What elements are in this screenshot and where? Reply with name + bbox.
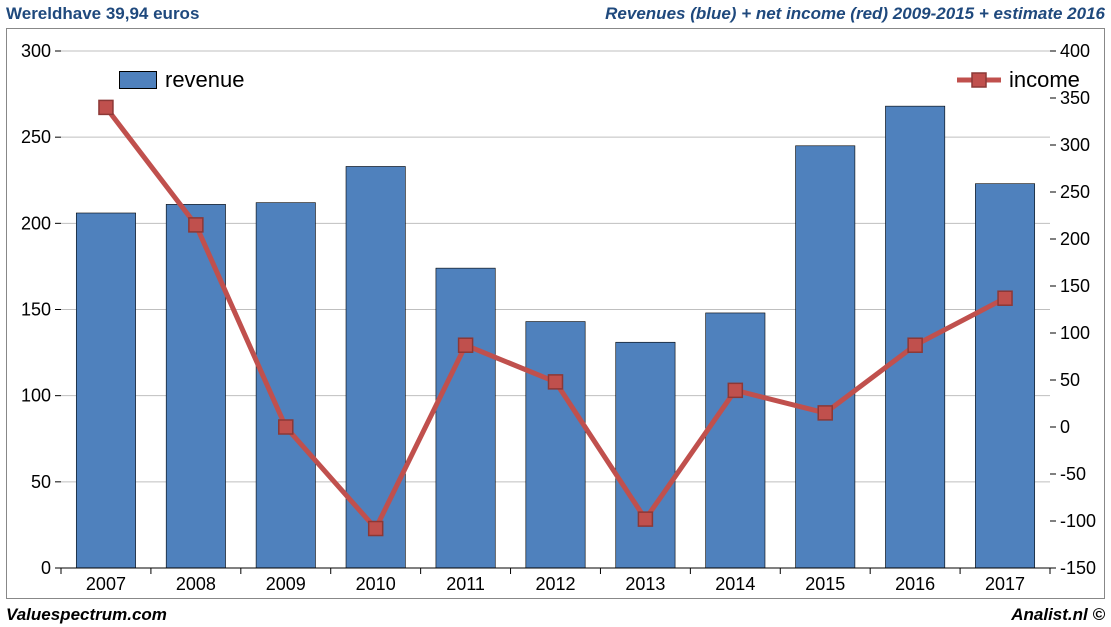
svg-text:2009: 2009 (266, 574, 306, 594)
svg-text:50: 50 (31, 472, 51, 492)
svg-text:200: 200 (21, 213, 51, 233)
income-marker (279, 420, 293, 434)
title-bar: Wereldhave 39,94 euros Revenues (blue) +… (0, 0, 1111, 28)
chart-svg: 0 50 100 150 200 250 300 -150 -100 -50 0 50 100 150 20… (7, 29, 1104, 598)
bar (436, 268, 495, 568)
legend-income: income (957, 67, 1080, 93)
legend-income-label: income (1009, 67, 1080, 93)
svg-text:150: 150 (21, 300, 51, 320)
income-marker (998, 291, 1012, 305)
svg-text:2014: 2014 (715, 574, 755, 594)
footer-right: Analist.nl © (1011, 605, 1105, 625)
income-marker (459, 338, 473, 352)
svg-text:2010: 2010 (356, 574, 396, 594)
svg-text:2016: 2016 (895, 574, 935, 594)
svg-text:100: 100 (1060, 323, 1090, 343)
legend-revenue: revenue (119, 67, 245, 93)
svg-text:100: 100 (21, 386, 51, 406)
bar (526, 322, 585, 568)
title-right: Revenues (blue) + net income (red) 2009-… (605, 4, 1105, 24)
bar (975, 184, 1034, 568)
bar (616, 342, 675, 568)
income-marker (818, 406, 832, 420)
svg-text:2008: 2008 (176, 574, 216, 594)
bar (706, 313, 765, 568)
income-marker (189, 218, 203, 232)
chart-container: Wereldhave 39,94 euros Revenues (blue) +… (0, 0, 1111, 627)
income-marker (369, 522, 383, 536)
svg-text:-150: -150 (1060, 558, 1096, 578)
svg-text:2013: 2013 (625, 574, 665, 594)
svg-text:2007: 2007 (86, 574, 126, 594)
svg-text:300: 300 (21, 41, 51, 61)
footer: Valuespectrum.com Analist.nl © (6, 603, 1105, 627)
svg-text:250: 250 (1060, 182, 1090, 202)
chart-frame: 0 50 100 150 200 250 300 -150 -100 -50 0 50 100 150 20… (6, 28, 1105, 599)
svg-text:2015: 2015 (805, 574, 845, 594)
income-marker (908, 338, 922, 352)
svg-text:150: 150 (1060, 276, 1090, 296)
legend-income-swatch (957, 69, 1001, 91)
svg-text:0: 0 (1060, 417, 1070, 437)
svg-text:2012: 2012 (535, 574, 575, 594)
svg-text:50: 50 (1060, 370, 1080, 390)
income-marker (549, 375, 563, 389)
bar (796, 146, 855, 568)
svg-text:200: 200 (1060, 229, 1090, 249)
footer-left: Valuespectrum.com (6, 605, 167, 625)
income-marker (728, 383, 742, 397)
legend-revenue-label: revenue (165, 67, 245, 93)
svg-text:2011: 2011 (446, 574, 485, 594)
svg-text:0: 0 (41, 558, 51, 578)
bar (76, 213, 135, 568)
title-left: Wereldhave 39,94 euros (6, 4, 199, 24)
svg-text:400: 400 (1060, 41, 1090, 61)
plot-area: 0 50 100 150 200 250 300 -150 -100 -50 0 50 100 150 20… (7, 29, 1104, 598)
svg-text:2017: 2017 (985, 574, 1025, 594)
income-marker (99, 100, 113, 114)
income-marker (638, 512, 652, 526)
legend-revenue-swatch (119, 71, 157, 89)
svg-text:300: 300 (1060, 135, 1090, 155)
svg-text:-50: -50 (1060, 464, 1086, 484)
bar (166, 204, 225, 568)
svg-text:-100: -100 (1060, 511, 1096, 531)
svg-text:250: 250 (21, 127, 51, 147)
